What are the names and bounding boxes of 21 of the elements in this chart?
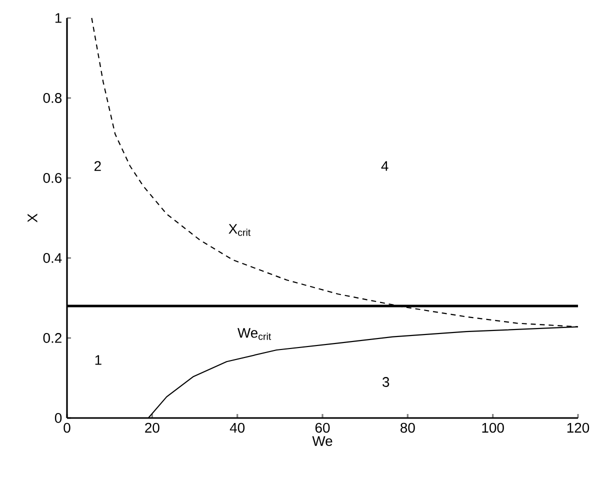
x-tick-label: 60 bbox=[315, 422, 330, 433]
y-tick-label: 0.4 bbox=[43, 253, 62, 263]
annotation: 4 bbox=[381, 161, 388, 171]
annotation: We$_{crit}$ bbox=[238, 328, 272, 340]
y-tick-label: 0.8 bbox=[43, 93, 62, 103]
x-tick-label: 20 bbox=[145, 422, 160, 433]
x-axis-title: We bbox=[312, 436, 332, 446]
annotation: 3 bbox=[382, 377, 390, 387]
y-tick-label: 1 bbox=[55, 13, 62, 23]
x-tick-label: 0 bbox=[64, 422, 70, 433]
x-tick-label: 100 bbox=[482, 422, 504, 433]
x-tick-label: 40 bbox=[230, 422, 245, 433]
y-tick-label: 0.6 bbox=[43, 173, 62, 183]
y-tick-label: 0.2 bbox=[43, 333, 62, 343]
x-tick-label: 120 bbox=[567, 422, 590, 433]
y-axis-title: X bbox=[28, 214, 38, 222]
x-tick-label: 80 bbox=[400, 422, 415, 433]
y-tick-label: 0 bbox=[54, 413, 62, 423]
annotation: X$_{crit}$ bbox=[228, 224, 251, 236]
annotation: 1 bbox=[95, 355, 102, 365]
annotation: 2 bbox=[94, 161, 101, 171]
